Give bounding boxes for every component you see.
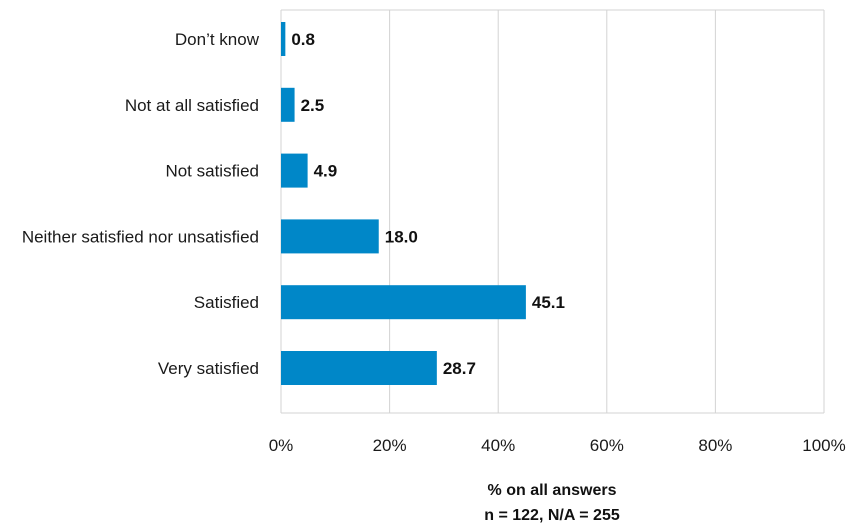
x-tick-label-0: 0% [269,436,294,455]
value-labels: 0.8 2.5 4.9 18.0 45.1 28.7 [291,30,565,378]
category-label-1: Not at all satisfied [125,96,259,115]
x-tick-label-5: 100% [802,436,845,455]
x-tick-labels: 0% 20% 40% 60% 80% 100% [269,436,846,455]
category-label-0: Don’t know [175,30,260,49]
category-label-5: Very satisfied [158,359,259,378]
bar-2 [281,153,308,188]
x-axis-title: % on all answers [488,482,617,499]
value-label-1: 2.5 [301,96,325,115]
value-label-4: 45.1 [532,293,565,312]
bar-0 [281,22,286,56]
category-label-4: Satisfied [194,293,259,312]
bar-4 [281,285,526,320]
value-label-2: 4.9 [314,162,338,181]
sample-size-note: n = 122, N/A = 255 [484,507,620,524]
bar-layer [281,22,526,385]
x-tick-label-1: 20% [373,436,407,455]
x-tick-label-2: 40% [481,436,515,455]
x-tick-label-3: 60% [590,436,624,455]
value-label-5: 28.7 [443,359,476,378]
x-tick-label-4: 80% [698,436,732,455]
category-labels: Don’t know Not at all satisfied Not satisf… [22,30,260,378]
bar-5 [281,351,437,385]
value-label-3: 18.0 [385,227,418,246]
grid-layer [280,9,825,414]
bar-3 [281,219,379,254]
value-label-0: 0.8 [291,30,315,49]
category-label-3: Neither satisfied nor unsatisfied [22,227,259,246]
category-label-2: Not satisfied [165,162,259,181]
bar-1 [281,87,295,122]
